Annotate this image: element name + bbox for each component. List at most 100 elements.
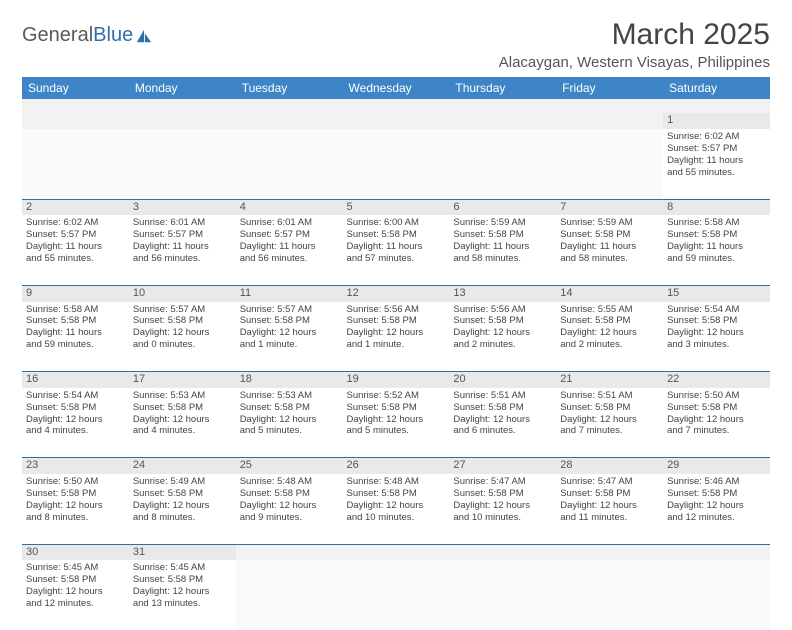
day-header-row: SundayMondayTuesdayWednesdayThursdayFrid… — [22, 77, 770, 99]
day-cell — [449, 560, 556, 630]
day-cell-line: and 6 minutes. — [453, 425, 552, 437]
day-cell-line: Sunset: 5:58 PM — [667, 229, 766, 241]
day-cell-line: Sunrise: 6:01 AM — [133, 217, 232, 229]
day-cell-line: Sunrise: 6:02 AM — [26, 217, 125, 229]
day-cell — [236, 129, 343, 199]
day-cell-line: Sunrise: 5:47 AM — [560, 476, 659, 488]
day-number: 16 — [22, 372, 129, 388]
day-number: 11 — [236, 285, 343, 301]
day-cell — [556, 129, 663, 199]
day-cell: Sunrise: 5:49 AMSunset: 5:58 PMDaylight:… — [129, 474, 236, 544]
day-cell-line: Sunset: 5:57 PM — [667, 143, 766, 155]
day-cell-line: Daylight: 12 hours — [667, 327, 766, 339]
day-cell-line: Sunrise: 6:01 AM — [240, 217, 339, 229]
day-cell-line: Daylight: 12 hours — [667, 414, 766, 426]
day-header: Thursday — [449, 77, 556, 99]
day-cell-line: Sunrise: 5:47 AM — [453, 476, 552, 488]
day-cell-line: and 8 minutes. — [133, 512, 232, 524]
day-number — [343, 113, 450, 129]
day-cell-line: and 59 minutes. — [26, 339, 125, 351]
day-cell-line: Sunrise: 6:02 AM — [667, 131, 766, 143]
day-cell-line: Sunset: 5:58 PM — [560, 402, 659, 414]
day-cell-line: Sunrise: 5:55 AM — [560, 304, 659, 316]
day-cell-line: Daylight: 12 hours — [453, 500, 552, 512]
day-number — [556, 544, 663, 560]
day-cell: Sunrise: 5:52 AMSunset: 5:58 PMDaylight:… — [343, 388, 450, 458]
day-number: 17 — [129, 372, 236, 388]
brand-part2: Blue — [93, 24, 133, 47]
month-title: March 2025 — [499, 18, 770, 52]
day-cell: Sunrise: 5:47 AMSunset: 5:58 PMDaylight:… — [449, 474, 556, 544]
day-number — [236, 544, 343, 560]
day-number — [236, 113, 343, 129]
day-cell-line: and 55 minutes. — [667, 167, 766, 179]
day-header: Wednesday — [343, 77, 450, 99]
day-number: 4 — [236, 199, 343, 215]
day-cell-line: Sunset: 5:58 PM — [133, 402, 232, 414]
day-cell-line: and 12 minutes. — [667, 512, 766, 524]
day-cell-line: Daylight: 12 hours — [240, 500, 339, 512]
day-cell-line: Sunrise: 5:45 AM — [26, 562, 125, 574]
day-cell-line: Sunrise: 5:46 AM — [667, 476, 766, 488]
day-cell-line: Sunrise: 5:49 AM — [133, 476, 232, 488]
day-number — [663, 544, 770, 560]
day-cell-line: Sunrise: 5:50 AM — [26, 476, 125, 488]
day-number: 6 — [449, 199, 556, 215]
day-cell-line: and 13 minutes. — [133, 598, 232, 610]
day-number: 27 — [449, 458, 556, 474]
empty-cell — [663, 99, 770, 113]
day-cell-line: Sunrise: 5:56 AM — [347, 304, 446, 316]
day-cell-line: and 4 minutes. — [26, 425, 125, 437]
day-cell-line: Sunset: 5:57 PM — [26, 229, 125, 241]
day-cell: Sunrise: 5:45 AMSunset: 5:58 PMDaylight:… — [22, 560, 129, 630]
day-cell-line: Sunset: 5:58 PM — [560, 488, 659, 500]
day-number: 1 — [663, 113, 770, 129]
day-cell-line: Daylight: 11 hours — [667, 155, 766, 167]
day-cell-line: and 7 minutes. — [560, 425, 659, 437]
day-header: Monday — [129, 77, 236, 99]
day-cell-line: and 56 minutes. — [133, 253, 232, 265]
day-cell-line: Sunset: 5:58 PM — [560, 229, 659, 241]
day-cell-line: Sunset: 5:58 PM — [347, 488, 446, 500]
day-cell-line: and 9 minutes. — [240, 512, 339, 524]
day-cell-line: Daylight: 12 hours — [560, 500, 659, 512]
day-number: 29 — [663, 458, 770, 474]
day-cell: Sunrise: 5:58 AMSunset: 5:58 PMDaylight:… — [22, 302, 129, 372]
day-cell-line: and 57 minutes. — [347, 253, 446, 265]
day-cell-line: Daylight: 12 hours — [133, 500, 232, 512]
day-cell: Sunrise: 6:01 AMSunset: 5:57 PMDaylight:… — [129, 215, 236, 285]
day-cell-line: Sunrise: 5:51 AM — [560, 390, 659, 402]
day-number: 10 — [129, 285, 236, 301]
day-cell-line: Sunrise: 6:00 AM — [347, 217, 446, 229]
day-cell-line: Sunset: 5:58 PM — [453, 315, 552, 327]
day-number: 13 — [449, 285, 556, 301]
day-cell: Sunrise: 5:56 AMSunset: 5:58 PMDaylight:… — [449, 302, 556, 372]
day-cell-line: and 1 minute. — [347, 339, 446, 351]
day-cell-line: and 2 minutes. — [453, 339, 552, 351]
day-cell: Sunrise: 5:57 AMSunset: 5:58 PMDaylight:… — [129, 302, 236, 372]
day-cell-line: Sunrise: 5:53 AM — [240, 390, 339, 402]
day-header: Tuesday — [236, 77, 343, 99]
day-cell-line: Sunrise: 5:54 AM — [26, 390, 125, 402]
day-cell-line: Daylight: 12 hours — [667, 500, 766, 512]
empty-cell — [449, 99, 556, 113]
location-label: Alacaygan, Western Visayas, Philippines — [499, 54, 770, 71]
day-cell: Sunrise: 6:02 AMSunset: 5:57 PMDaylight:… — [22, 215, 129, 285]
day-cell-line: and 7 minutes. — [667, 425, 766, 437]
day-number — [556, 113, 663, 129]
day-number: 30 — [22, 544, 129, 560]
day-cell-line: Daylight: 12 hours — [26, 586, 125, 598]
day-cell: Sunrise: 5:51 AMSunset: 5:58 PMDaylight:… — [449, 388, 556, 458]
day-cell-line: and 1 minute. — [240, 339, 339, 351]
day-cell-line: and 56 minutes. — [240, 253, 339, 265]
day-cell-line: Daylight: 12 hours — [347, 327, 446, 339]
day-cell-line: Sunrise: 5:57 AM — [133, 304, 232, 316]
title-block: March 2025 Alacaygan, Western Visayas, P… — [499, 18, 770, 71]
day-cell-line: Sunset: 5:58 PM — [26, 315, 125, 327]
day-cell-line: Sunrise: 5:56 AM — [453, 304, 552, 316]
day-cell-line: Sunset: 5:58 PM — [667, 402, 766, 414]
day-cell — [129, 129, 236, 199]
day-cell: Sunrise: 6:02 AMSunset: 5:57 PMDaylight:… — [663, 129, 770, 199]
day-cell-line: Sunset: 5:58 PM — [240, 402, 339, 414]
day-cell-line: Sunset: 5:58 PM — [347, 229, 446, 241]
